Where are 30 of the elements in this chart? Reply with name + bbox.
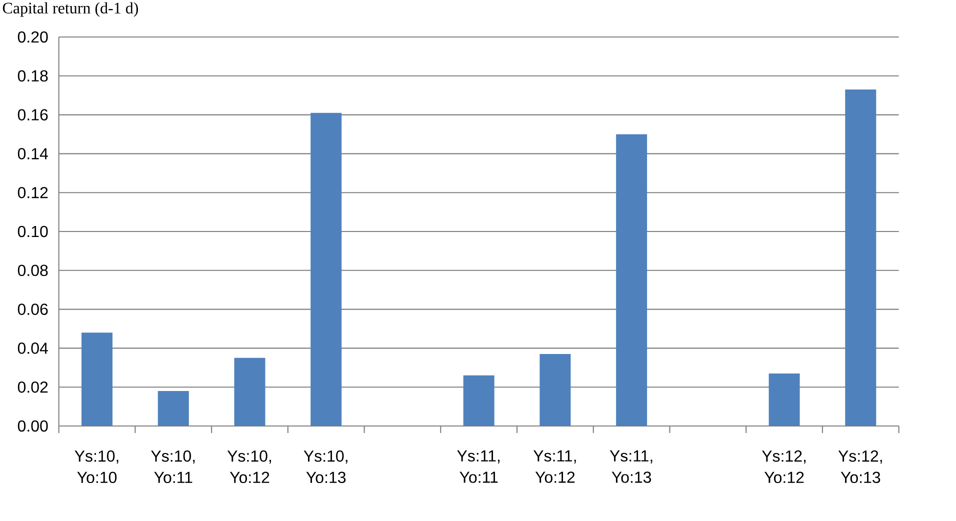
y-tick-label: 0.04 (18, 342, 48, 354)
y-tick-label: 0.20 (18, 31, 48, 43)
bar (82, 332, 112, 426)
y-tick-label: 0.08 (18, 264, 48, 276)
y-tick-label: 0.02 (18, 381, 48, 393)
x-tick-label: Ys:10, Yo:10 (74, 450, 118, 484)
y-tick-label: 0.16 (18, 109, 48, 120)
bar (234, 358, 266, 426)
x-tick-label: Ys:11, Yo:11 (457, 450, 500, 483)
bar (463, 375, 494, 426)
bar (768, 373, 800, 426)
x-tick-label: Ys:11, Yo:13 (610, 450, 652, 483)
bar (540, 354, 571, 426)
bar (616, 134, 648, 426)
bar (158, 390, 189, 426)
x-tick-label: Ys:10, Yo:11 (151, 450, 195, 484)
x-tick-label: Ys:10, Yo:13 (304, 450, 348, 484)
chart-title: Capital return (d-1 d) (2, 2, 138, 17)
y-tick-label: 0.12 (18, 186, 48, 198)
y-tick-label: 0.06 (18, 304, 48, 315)
y-tick-label: 0.10 (18, 226, 48, 238)
y-tick-label: 0.18 (18, 70, 48, 82)
y-tick-label: 0.00 (18, 420, 48, 432)
x-tick-label: Ys:11, Yo:12 (533, 450, 576, 483)
x-tick-label: Ys:12, Yo:12 (762, 450, 806, 484)
x-tick-label: Ys:10, Yo:12 (227, 450, 271, 484)
bar (310, 112, 342, 426)
y-tick-label: 0.14 (18, 148, 48, 160)
bar (845, 90, 876, 426)
x-tick-label: Ys:12, Yo:13 (838, 450, 882, 484)
